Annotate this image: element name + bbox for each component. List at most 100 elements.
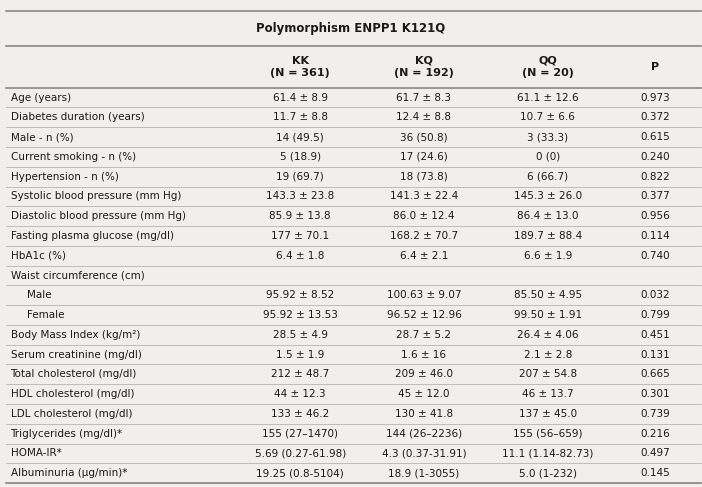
Text: 209 ± 46.0: 209 ± 46.0 — [395, 369, 453, 379]
Text: 18 (73.8): 18 (73.8) — [400, 171, 448, 182]
Text: 0.216: 0.216 — [640, 429, 670, 439]
Text: 45 ± 12.0: 45 ± 12.0 — [398, 389, 450, 399]
Text: Waist circumference (cm): Waist circumference (cm) — [11, 270, 145, 281]
Text: 0.114: 0.114 — [640, 231, 670, 241]
Text: KQ
(N = 192): KQ (N = 192) — [394, 56, 454, 78]
Text: 130 ± 41.8: 130 ± 41.8 — [395, 409, 453, 419]
Text: 95.92 ± 8.52: 95.92 ± 8.52 — [266, 290, 334, 300]
Text: 189.7 ± 88.4: 189.7 ± 88.4 — [514, 231, 582, 241]
Text: 1.6 ± 16: 1.6 ± 16 — [402, 350, 446, 359]
Text: Systolic blood pressure (mm Hg): Systolic blood pressure (mm Hg) — [11, 191, 181, 202]
Text: 95.92 ± 13.53: 95.92 ± 13.53 — [263, 310, 338, 320]
Text: 11.1 (1.14-82.73): 11.1 (1.14-82.73) — [502, 449, 593, 458]
Text: HDL cholesterol (mg/dl): HDL cholesterol (mg/dl) — [11, 389, 134, 399]
Text: Triglycerides (mg/dl)*: Triglycerides (mg/dl)* — [11, 429, 123, 439]
Text: 36 (50.8): 36 (50.8) — [400, 132, 448, 142]
Text: Female: Female — [27, 310, 64, 320]
Text: 6.4 ± 1.8: 6.4 ± 1.8 — [276, 251, 324, 261]
Text: 4.3 (0.37-31.91): 4.3 (0.37-31.91) — [382, 449, 466, 458]
Text: 5 (18.9): 5 (18.9) — [279, 152, 321, 162]
Text: 0.377: 0.377 — [640, 191, 670, 202]
Text: 28.5 ± 4.9: 28.5 ± 4.9 — [273, 330, 328, 340]
Text: 17 (24.6): 17 (24.6) — [400, 152, 448, 162]
Text: 0.145: 0.145 — [640, 468, 670, 478]
Text: 0.799: 0.799 — [640, 310, 670, 320]
Text: 0.451: 0.451 — [640, 330, 670, 340]
Text: Hypertension - n (%): Hypertension - n (%) — [11, 171, 119, 182]
Text: 0.822: 0.822 — [640, 171, 670, 182]
Text: Age (years): Age (years) — [11, 93, 71, 103]
Text: 85.50 ± 4.95: 85.50 ± 4.95 — [514, 290, 582, 300]
Text: 155 (56–659): 155 (56–659) — [513, 429, 583, 439]
Text: Fasting plasma glucose (mg/dl): Fasting plasma glucose (mg/dl) — [11, 231, 173, 241]
Text: 0.032: 0.032 — [640, 290, 670, 300]
Text: 86.0 ± 12.4: 86.0 ± 12.4 — [393, 211, 455, 221]
Text: 0.240: 0.240 — [640, 152, 670, 162]
Text: QQ
(N = 20): QQ (N = 20) — [522, 56, 574, 78]
Text: 19.25 (0.8-5104): 19.25 (0.8-5104) — [256, 468, 344, 478]
Text: P: P — [651, 62, 659, 72]
Text: 12.4 ± 8.8: 12.4 ± 8.8 — [397, 112, 451, 122]
Text: 177 ± 70.1: 177 ± 70.1 — [271, 231, 329, 241]
Text: 11.7 ± 8.8: 11.7 ± 8.8 — [273, 112, 328, 122]
Text: 46 ± 13.7: 46 ± 13.7 — [522, 389, 574, 399]
Text: 61.1 ± 12.6: 61.1 ± 12.6 — [517, 93, 578, 103]
Text: 86.4 ± 13.0: 86.4 ± 13.0 — [517, 211, 578, 221]
Text: KK
(N = 361): KK (N = 361) — [270, 56, 330, 78]
Text: 99.50 ± 1.91: 99.50 ± 1.91 — [514, 310, 582, 320]
Text: 0 (0): 0 (0) — [536, 152, 559, 162]
Text: 212 ± 48.7: 212 ± 48.7 — [271, 369, 329, 379]
Text: 96.52 ± 12.96: 96.52 ± 12.96 — [387, 310, 461, 320]
Text: Polymorphism ENPP1 K121Q: Polymorphism ENPP1 K121Q — [256, 22, 446, 35]
Text: 3 (33.3): 3 (33.3) — [527, 132, 568, 142]
Text: 0.973: 0.973 — [640, 93, 670, 103]
Text: 44 ± 12.3: 44 ± 12.3 — [274, 389, 326, 399]
Text: Serum creatinine (mg/dl): Serum creatinine (mg/dl) — [11, 350, 141, 359]
Text: HbA1c (%): HbA1c (%) — [11, 251, 65, 261]
Text: Body Mass Index (kg/m²): Body Mass Index (kg/m²) — [11, 330, 140, 340]
Text: 0.372: 0.372 — [640, 112, 670, 122]
Text: Male - n (%): Male - n (%) — [11, 132, 73, 142]
Text: Diabetes duration (years): Diabetes duration (years) — [11, 112, 145, 122]
Text: 6 (66.7): 6 (66.7) — [527, 171, 568, 182]
Text: 0.740: 0.740 — [640, 251, 670, 261]
Text: 155 (27–1470): 155 (27–1470) — [263, 429, 338, 439]
Text: 85.9 ± 13.8: 85.9 ± 13.8 — [270, 211, 331, 221]
Text: 133 ± 46.2: 133 ± 46.2 — [271, 409, 329, 419]
Text: 168.2 ± 70.7: 168.2 ± 70.7 — [390, 231, 458, 241]
Text: 0.739: 0.739 — [640, 409, 670, 419]
Text: HOMA-IR*: HOMA-IR* — [11, 449, 61, 458]
Text: Diastolic blood pressure (mm Hg): Diastolic blood pressure (mm Hg) — [11, 211, 185, 221]
Text: 2.1 ± 2.8: 2.1 ± 2.8 — [524, 350, 572, 359]
Text: 0.665: 0.665 — [640, 369, 670, 379]
Text: 0.497: 0.497 — [640, 449, 670, 458]
Text: 145.3 ± 26.0: 145.3 ± 26.0 — [514, 191, 582, 202]
Text: 0.956: 0.956 — [640, 211, 670, 221]
Text: Male: Male — [27, 290, 51, 300]
Text: 6.6 ± 1.9: 6.6 ± 1.9 — [524, 251, 572, 261]
Text: 0.131: 0.131 — [640, 350, 670, 359]
Text: 10.7 ± 6.6: 10.7 ± 6.6 — [520, 112, 575, 122]
Text: 5.0 (1-232): 5.0 (1-232) — [519, 468, 577, 478]
Text: Total cholesterol (mg/dl): Total cholesterol (mg/dl) — [11, 369, 137, 379]
Text: 137 ± 45.0: 137 ± 45.0 — [519, 409, 577, 419]
Text: 143.3 ± 23.8: 143.3 ± 23.8 — [266, 191, 334, 202]
Text: LDL cholesterol (mg/dl): LDL cholesterol (mg/dl) — [11, 409, 132, 419]
Text: 207 ± 54.8: 207 ± 54.8 — [519, 369, 577, 379]
Text: Current smoking - n (%): Current smoking - n (%) — [11, 152, 135, 162]
Text: 144 (26–2236): 144 (26–2236) — [386, 429, 462, 439]
Text: 18.9 (1-3055): 18.9 (1-3055) — [388, 468, 460, 478]
Text: 19 (69.7): 19 (69.7) — [277, 171, 324, 182]
Text: 0.301: 0.301 — [640, 389, 670, 399]
Text: 5.69 (0.27-61.98): 5.69 (0.27-61.98) — [255, 449, 346, 458]
Text: Albuminuria (µg/min)*: Albuminuria (µg/min)* — [11, 468, 127, 478]
Text: 61.7 ± 8.3: 61.7 ± 8.3 — [397, 93, 451, 103]
Text: 0.615: 0.615 — [640, 132, 670, 142]
Text: 61.4 ± 8.9: 61.4 ± 8.9 — [273, 93, 328, 103]
Text: 6.4 ± 2.1: 6.4 ± 2.1 — [400, 251, 448, 261]
Text: 26.4 ± 4.06: 26.4 ± 4.06 — [517, 330, 578, 340]
Text: 100.63 ± 9.07: 100.63 ± 9.07 — [387, 290, 461, 300]
Text: 14 (49.5): 14 (49.5) — [277, 132, 324, 142]
Text: 1.5 ± 1.9: 1.5 ± 1.9 — [276, 350, 324, 359]
Text: 28.7 ± 5.2: 28.7 ± 5.2 — [397, 330, 451, 340]
